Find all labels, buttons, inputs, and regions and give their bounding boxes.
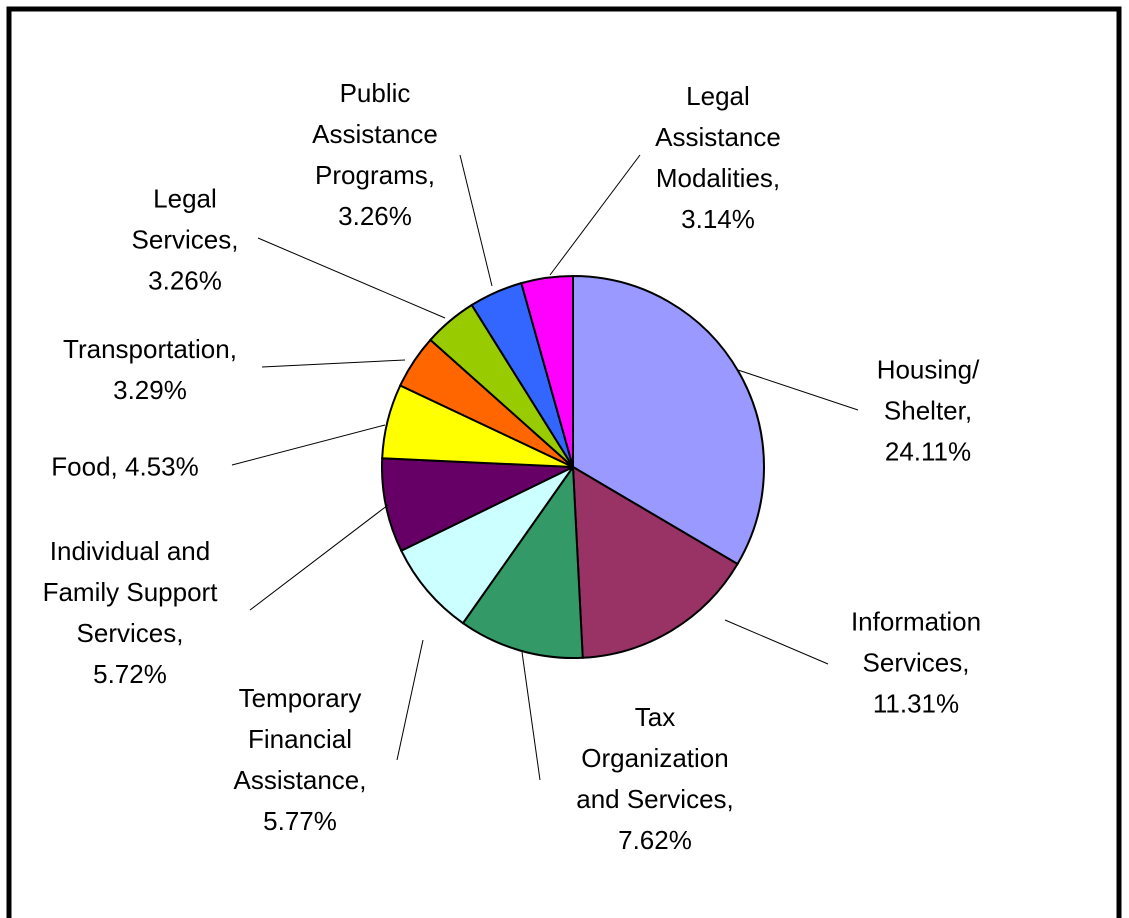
leader-line: [231, 424, 386, 466]
slice-label: Information Services, 11.31%: [850, 606, 982, 719]
leader-line: [737, 369, 859, 411]
leader-line: [549, 154, 641, 276]
pie-slice: [571, 465, 739, 659]
leader-line: [724, 619, 829, 665]
slice-label: Housing/ Shelter, 24.11%: [876, 354, 980, 467]
pie-slice: [572, 274, 765, 566]
slice-label: Transportation, 3.29%: [63, 334, 237, 405]
slice-label: Food, 4.53%: [51, 451, 199, 482]
pie-slice: [520, 274, 574, 468]
slice-label: Temporary Financial Assistance, 5.77%: [233, 683, 367, 836]
slice-label: Tax Organization and Services, 7.62%: [576, 702, 734, 855]
leader-line: [249, 504, 389, 611]
pie-slice: [399, 466, 574, 625]
frame: [6, 6, 1122, 918]
pie-slice: [381, 457, 574, 553]
leader-line: [261, 359, 406, 368]
slice-label: Legal Services, 3.26%: [131, 183, 239, 296]
slice-label: Legal Assistance Modalities, 3.14%: [655, 81, 781, 234]
leader-line: [396, 639, 424, 761]
pie-slice: [461, 464, 584, 659]
slice-label: Individual and Family Support Services, …: [42, 536, 218, 689]
slice-label: Public Assistance Programs, 3.26%: [312, 78, 438, 231]
leader-line: [459, 154, 493, 287]
leader-line: [521, 651, 541, 781]
leader-line: [257, 237, 446, 319]
